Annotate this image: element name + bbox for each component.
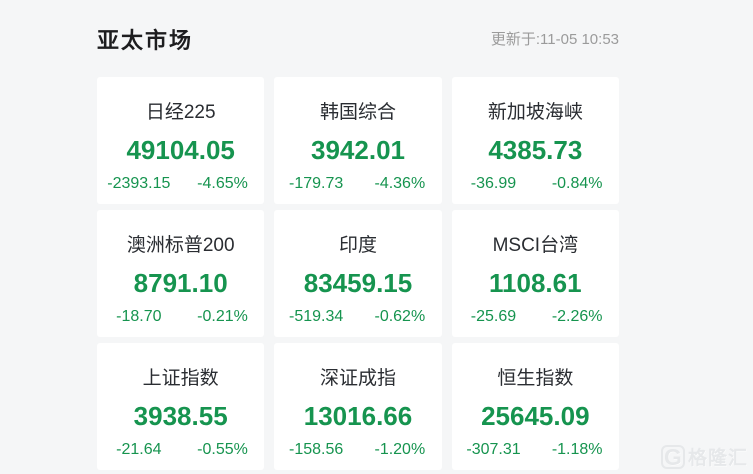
index-change-row: -36.99 -0.84% bbox=[452, 175, 619, 193]
updated-timestamp: 更新于:11-05 10:53 bbox=[490, 31, 619, 48]
index-name: 恒生指数 bbox=[497, 368, 574, 389]
index-change-pct: -0.55% bbox=[197, 441, 248, 458]
index-value: 1108.61 bbox=[489, 268, 582, 298]
index-card-korea-composite[interactable]: 韩国综合 3942.01 -179.73 -4.36% bbox=[274, 77, 442, 204]
index-change-pct: -0.84% bbox=[551, 175, 603, 192]
index-card-msci-taiwan[interactable]: MSCI台湾 1108.61 -25.69 -2.26% bbox=[451, 210, 619, 337]
index-change-pct: -4.65% bbox=[197, 175, 248, 192]
page-title: 亚太市场 bbox=[97, 27, 194, 53]
index-change-row: -179.73 -4.36% bbox=[274, 175, 441, 193]
index-change: -21.64 bbox=[116, 441, 162, 458]
index-card-india[interactable]: 印度 83459.15 -519.34 -0.62% bbox=[274, 210, 442, 337]
index-change: -158.56 bbox=[289, 441, 344, 458]
index-change-row: -25.69 -2.26% bbox=[452, 308, 619, 326]
index-change-row: -519.34 -0.62% bbox=[274, 308, 441, 326]
index-card-shenzhen-component[interactable]: 深证成指 13016.66 -158.56 -1.20% bbox=[274, 343, 442, 470]
index-change-row: -18.70 -0.21% bbox=[97, 308, 264, 326]
index-name: 日经225 bbox=[145, 102, 216, 123]
index-name: MSCI台湾 bbox=[492, 235, 579, 256]
index-change: -179.73 bbox=[289, 175, 344, 192]
index-value: 4385.73 bbox=[488, 135, 583, 165]
gelonghui-logo-icon: G bbox=[660, 444, 685, 469]
index-value: 49104.05 bbox=[126, 135, 235, 165]
gelonghui-watermark-text: 格隆汇 bbox=[687, 448, 748, 469]
index-name: 新加坡海峡 bbox=[487, 102, 583, 123]
index-grid: 日经225 49104.05 -2393.15 -4.65% 韩国综合 3942… bbox=[97, 77, 619, 470]
index-value: 13016.66 bbox=[303, 401, 413, 431]
index-change: -36.99 bbox=[470, 175, 517, 192]
index-name: 深证成指 bbox=[319, 368, 396, 389]
index-value: 3938.55 bbox=[133, 401, 228, 431]
index-change-pct: -1.18% bbox=[551, 441, 603, 458]
panel-header: 亚太市场 更新于:11-05 10:53 bbox=[97, 0, 619, 77]
index-card-asx-200[interactable]: 澳洲标普200 8791.10 -18.70 -0.21% bbox=[97, 210, 265, 337]
index-change-pct: -0.21% bbox=[197, 308, 248, 325]
index-change: -25.69 bbox=[470, 308, 517, 325]
asia-pacific-markets-panel: 亚太市场 更新于:11-05 10:53 日经225 49104.05 -239… bbox=[97, 0, 619, 470]
index-value: 3942.01 bbox=[311, 135, 405, 165]
gelonghui-watermark: G 格隆汇 bbox=[660, 443, 748, 470]
index-change-row: -158.56 -1.20% bbox=[274, 441, 441, 459]
index-name: 印度 bbox=[338, 235, 377, 256]
index-change-pct: -0.62% bbox=[374, 308, 426, 325]
index-change-pct: -4.36% bbox=[374, 175, 426, 192]
index-change-pct: -1.20% bbox=[374, 441, 426, 458]
index-change-row: -2393.15 -4.65% bbox=[97, 175, 264, 193]
index-name: 澳洲标普200 bbox=[126, 235, 235, 256]
index-change: -18.70 bbox=[116, 308, 162, 325]
index-name: 上证指数 bbox=[142, 368, 219, 389]
index-value: 8791.10 bbox=[133, 268, 228, 298]
index-card-nikkei-225[interactable]: 日经225 49104.05 -2393.15 -4.65% bbox=[97, 77, 265, 204]
index-change: -519.34 bbox=[289, 308, 344, 325]
index-change-pct: -2.26% bbox=[551, 308, 603, 325]
index-card-shanghai-composite[interactable]: 上证指数 3938.55 -21.64 -0.55% bbox=[97, 343, 265, 470]
index-card-singapore-straits[interactable]: 新加坡海峡 4385.73 -36.99 -0.84% bbox=[451, 77, 619, 204]
index-change-row: -21.64 -0.55% bbox=[97, 441, 264, 459]
index-value: 25645.09 bbox=[481, 401, 590, 431]
index-card-hang-seng[interactable]: 恒生指数 25645.09 -307.31 -1.18% bbox=[451, 343, 619, 470]
index-value: 83459.15 bbox=[303, 268, 413, 298]
index-name: 韩国综合 bbox=[319, 102, 396, 123]
index-change-row: -307.31 -1.18% bbox=[452, 441, 619, 459]
index-change: -307.31 bbox=[466, 441, 521, 458]
index-change: -2393.15 bbox=[107, 175, 171, 192]
